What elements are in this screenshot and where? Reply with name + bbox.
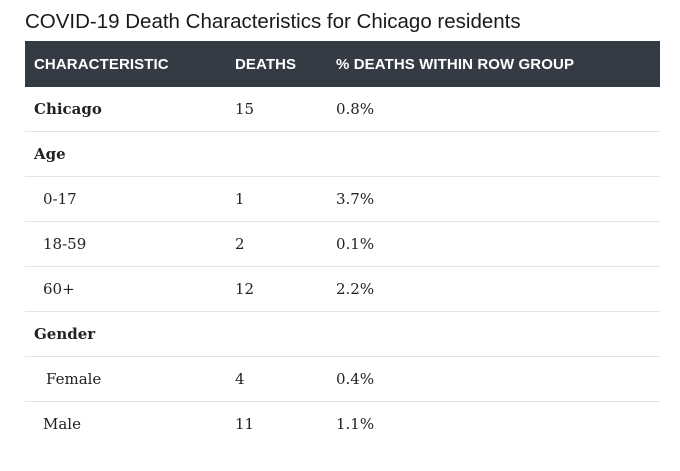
group-label: Gender [25, 311, 226, 357]
row-deaths: 11 [235, 415, 255, 433]
table-group-row: Age [25, 131, 660, 177]
row-pct [327, 131, 660, 177]
row-deaths [226, 131, 327, 177]
table-row: Female 4 0.4% [25, 356, 660, 402]
table-group-row: Gender [25, 311, 660, 357]
page-title: COVID-19 Death Characteristics for Chica… [25, 10, 521, 33]
table-row: 60+ 12 2.2% [25, 266, 660, 312]
row-label: Chicago [25, 87, 226, 132]
row-pct: 0.4% [327, 356, 660, 402]
row-pct: 3.7% [327, 176, 660, 222]
row-deaths: 4 [226, 356, 327, 402]
table-row: Male 11 1.1% [25, 402, 660, 447]
row-deaths: 12 [226, 266, 327, 312]
row-label: Female [25, 356, 226, 402]
header-pct-deaths: % DEATHS WITHIN ROW GROUP [327, 41, 660, 87]
row-deaths: 1 [226, 176, 327, 222]
row-deaths: 2 [226, 221, 327, 267]
row-pct: 1.1% [336, 415, 375, 433]
group-label: Age [25, 131, 226, 177]
table-row: 0-17 1 3.7% [25, 176, 660, 222]
table-row: Chicago 15 0.8% [25, 87, 660, 132]
row-pct: 0.1% [327, 221, 660, 267]
death-characteristics-table: CHARACTERISTIC DEATHS % DEATHS WITHIN RO… [25, 41, 660, 446]
row-pct [327, 311, 660, 357]
row-pct: 0.8% [327, 87, 660, 132]
row-label: 60+ [25, 266, 226, 312]
row-pct: 2.2% [327, 266, 660, 312]
row-label: 0-17 [25, 176, 226, 222]
row-deaths: 15 [226, 87, 327, 132]
table-header-row: CHARACTERISTIC DEATHS % DEATHS WITHIN RO… [25, 41, 660, 87]
header-deaths: DEATHS [226, 41, 327, 87]
header-characteristic: CHARACTERISTIC [25, 41, 226, 87]
row-deaths [226, 311, 327, 357]
row-label: Male [43, 415, 81, 433]
row-label: 18-59 [25, 221, 226, 267]
table-row: 18-59 2 0.1% [25, 221, 660, 267]
